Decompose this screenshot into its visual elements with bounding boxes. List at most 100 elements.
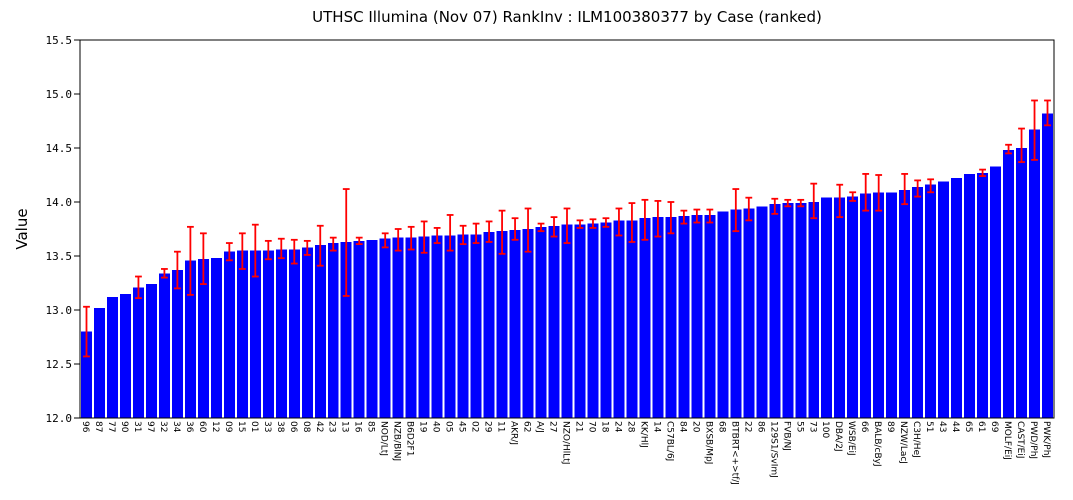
x-axis-label: 09 (223, 421, 233, 433)
error-bar (290, 238, 298, 265)
x-axis-label: C3H/HeJ (911, 421, 921, 458)
error-bar (381, 232, 389, 249)
y-tick-label: 13.0 (46, 304, 73, 317)
error-bar (771, 197, 779, 215)
error-bar (251, 223, 259, 278)
bar (366, 239, 378, 418)
x-axis-label: MOLF/EiJ (1002, 421, 1012, 460)
error-bar (1005, 143, 1012, 155)
bar (262, 250, 274, 418)
bar (431, 235, 443, 418)
bar (704, 214, 716, 418)
error-bar (1031, 99, 1038, 161)
x-axis-label: 27 (548, 421, 558, 432)
error-bar (511, 217, 519, 241)
error-bar (576, 219, 584, 229)
x-axis-label: 20 (690, 421, 700, 433)
bar (990, 166, 1002, 418)
x-axis-label: 61 (976, 421, 986, 432)
x-axis-label: 21 (573, 421, 583, 432)
x-axis-label: 05 (444, 421, 454, 432)
bar (1016, 148, 1028, 418)
bar (613, 220, 625, 418)
x-axis-label: 69 (989, 421, 999, 433)
error-bar (563, 207, 571, 244)
bar (938, 181, 950, 418)
bar (483, 232, 495, 418)
bar (93, 307, 105, 418)
bar (379, 238, 391, 418)
bar (561, 224, 573, 418)
y-tick-label: 14.0 (46, 196, 73, 209)
bar (509, 230, 521, 418)
x-axis-label: 66 (859, 421, 869, 433)
error-bar (615, 207, 623, 237)
x-axis-label: 60 (197, 421, 207, 433)
error-bar (472, 222, 480, 244)
x-axis-label: 68 (716, 421, 726, 433)
error-bar (745, 196, 753, 222)
error-bar (407, 225, 415, 251)
error-bar (537, 222, 545, 233)
error-bar (836, 183, 844, 219)
x-axis-label: BALB/cByJ (872, 421, 882, 467)
bar (951, 178, 963, 418)
bar (925, 184, 937, 418)
x-axis-label: 14 (651, 421, 661, 433)
bar (496, 231, 508, 418)
error-bar (914, 179, 922, 198)
error-bar (225, 242, 233, 262)
error-bar (1044, 99, 1051, 127)
x-axis-label: 73 (807, 421, 817, 432)
bar (756, 206, 768, 418)
x-axis-label: PWD/PhJ (1028, 421, 1038, 459)
bar (574, 224, 586, 418)
bar (665, 217, 677, 418)
error-bar (602, 217, 610, 228)
x-axis-label: 65 (963, 421, 973, 432)
bar (548, 225, 560, 418)
error-bar (641, 198, 649, 241)
bar (886, 192, 898, 418)
error-bar (446, 214, 454, 252)
error-bar (459, 224, 467, 246)
bar (210, 258, 222, 418)
error-bar (135, 275, 142, 300)
x-axis-label: CAST/EiJ (1015, 421, 1025, 459)
bar (444, 235, 456, 418)
bar (119, 293, 131, 418)
x-axis-label: 84 (677, 421, 687, 433)
bar (626, 220, 638, 418)
x-axis-label: 89 (885, 421, 895, 433)
error-bar (1018, 127, 1025, 163)
x-axis-label: 42 (314, 421, 324, 432)
x-axis-label: 06 (288, 421, 298, 433)
y-tick-label: 15.0 (46, 88, 73, 101)
x-axis-label: 100 (820, 421, 830, 438)
error-bar (394, 228, 402, 252)
x-axis-label: 86 (755, 421, 765, 433)
x-axis-label: C57BL/6J (664, 421, 674, 461)
x-axis-label: AKR/J (509, 421, 519, 445)
bar (769, 204, 781, 418)
y-tick-label: 15.5 (46, 34, 73, 47)
error-bar (810, 182, 818, 220)
y-tick-label: 14.5 (46, 142, 73, 155)
bar (821, 197, 833, 418)
bar (223, 251, 235, 418)
bar (340, 241, 352, 418)
x-axis-label: 31 (132, 421, 142, 432)
error-bar (927, 178, 935, 194)
x-axis-label: 43 (937, 421, 947, 432)
error-bar (342, 188, 350, 297)
bar (860, 193, 872, 418)
x-axis-label: 97 (145, 421, 155, 432)
x-axis-label: 77 (106, 421, 116, 432)
bar (132, 287, 144, 418)
error-bar (667, 201, 675, 235)
x-axis-label: 24 (612, 421, 622, 433)
x-axis-label: 13 (340, 421, 350, 432)
x-axis-label: 51 (924, 421, 934, 432)
bar (1003, 150, 1015, 418)
x-axis-label: NOD/LtJ (379, 421, 389, 456)
